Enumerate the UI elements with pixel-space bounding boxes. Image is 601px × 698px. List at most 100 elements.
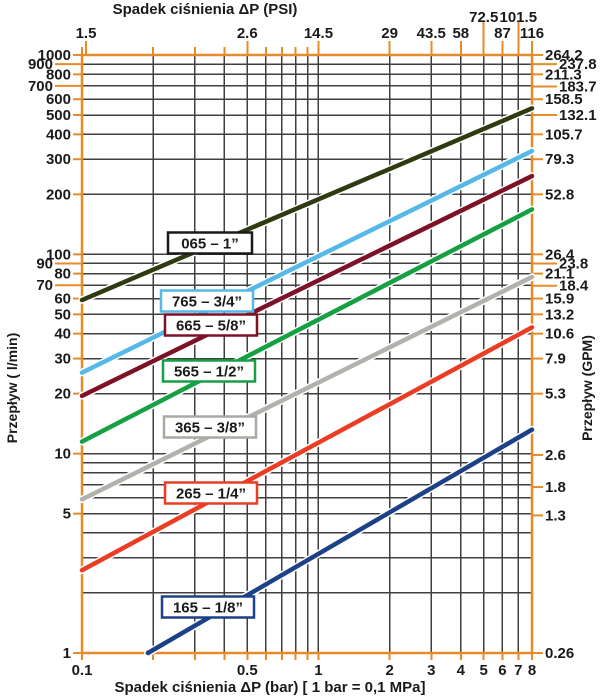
series-line-065-1in [79, 106, 535, 303]
series-line-365-3-8in [79, 274, 535, 502]
bottom-tick-label: 4 [457, 662, 466, 679]
right-tick-label: 132.1 [559, 107, 597, 124]
top-axis-title: Spadek ciśnienia ΔP (PSI) [112, 1, 298, 18]
series-label-text: 265 – 1/4” [176, 486, 246, 503]
series-label-text: 365 – 3/8” [175, 420, 245, 437]
series-label-frame [159, 289, 255, 313]
bottom-tick-label: 0.5 [237, 662, 258, 679]
right-tick-label: 10.6 [545, 326, 574, 343]
series-label-frame [161, 359, 257, 383]
series-label-text: 165 – 1/8” [173, 600, 243, 617]
right-tick-label: 52.8 [545, 186, 574, 203]
series-label-frame [163, 481, 259, 505]
series-label-box-365-3-8in: 365 – 3/8” [162, 415, 258, 439]
left-tick-label: 1000 [38, 47, 71, 64]
series-label-text: 065 – 1” [181, 236, 239, 253]
bottom-tick-label: 8 [528, 662, 536, 679]
left-tick-label: 80 [54, 266, 71, 283]
left-axis-title: Przepływ ( l/min) [4, 332, 20, 444]
series-label-box-565-1-2in: 565 – 1/2” [161, 359, 257, 383]
right-tick-label: 105.7 [545, 126, 583, 143]
left-tick-label: 20 [54, 386, 71, 403]
right-tick-label: 183.7 [559, 78, 597, 95]
right-tick-label: 21.1 [545, 266, 574, 283]
left-tick-label: 500 [46, 107, 71, 124]
right-tick-label: 15.9 [545, 291, 574, 308]
series-label-frame [166, 231, 254, 255]
plot-border [80, 53, 534, 655]
top-tick-label: 101.5 [500, 9, 538, 26]
bottom-tick-label: 3 [427, 662, 435, 679]
right-tick-label: 13.2 [545, 306, 574, 323]
right-tick-label: 1.8 [545, 479, 566, 496]
top-tick-label: 58 [452, 25, 469, 42]
left-tick-label: 100 [46, 246, 71, 263]
left-tick-label: 50 [54, 306, 71, 323]
series-label-text: 765 – 3/4” [172, 294, 242, 311]
left-tick-label: 70 [36, 277, 53, 294]
top-tick-label: 29 [381, 25, 398, 42]
series-label-box-065-1in: 065 – 1” [166, 231, 254, 255]
series-labels: 065 – 1” 765 – 3/4” 665 – 5/8” 565 – 1/2” 36… [159, 231, 259, 619]
right-tick-label: 1.3 [545, 507, 566, 524]
left-tick-label: 700 [28, 78, 53, 95]
right-tick-label: 0.26 [545, 645, 574, 662]
bottom-tick-label: 0.1 [72, 662, 93, 679]
series-lines [78, 104, 536, 657]
series-label-text: 665 – 5/8” [176, 318, 246, 335]
series-line-565-1-2in [79, 207, 535, 444]
right-tick-label: 158.5 [545, 91, 583, 108]
series-line-265-1-4in [79, 325, 535, 573]
left-tick-label: 5 [63, 506, 71, 523]
bottom-tick-label: 1 [314, 662, 322, 679]
bottom-tick-label: 5 [480, 662, 488, 679]
left-tick-label: 300 [46, 151, 71, 168]
right-tick-label: 5.3 [545, 386, 566, 403]
right-tick-label: 7.9 [545, 351, 566, 368]
series-label-frame [162, 415, 258, 439]
series-label-frame [160, 595, 256, 619]
right-tick-label: 79.3 [545, 151, 574, 168]
left-tick-label: 800 [46, 66, 71, 83]
left-tick-label: 600 [46, 91, 71, 108]
series-label-box-165-1-8in: 165 – 1/8” [160, 595, 256, 619]
bottom-axis-title: Spadek ciśnienia ΔP (bar) [ 1 bar = 0,1 … [114, 679, 426, 696]
left-tick-label: 200 [46, 186, 71, 203]
bottom-tick-label: 6 [498, 662, 506, 679]
bottom-axis-labels: 0.1 0.5 1 2 3 4 5 6 7 8 [72, 662, 537, 679]
left-tick-label: 30 [54, 351, 71, 368]
left-tick-label: 60 [54, 291, 71, 308]
top-tick-label: 2.6 [237, 25, 258, 42]
right-tick-label: 264.2 [545, 47, 583, 64]
series-label-frame [163, 313, 259, 337]
top-tick-label: 116 [520, 25, 544, 42]
series-label-box-665-5-8in: 665 – 5/8” [163, 313, 259, 337]
series-line-765-3-4in [79, 148, 535, 375]
top-tick-label: 14.5 [304, 25, 333, 42]
top-tick-label: 1.5 [76, 25, 97, 42]
right-axis-title: Przepływ (GPM) [579, 335, 595, 441]
top-tick-label: 43.5 [417, 25, 446, 42]
top-tick-label: 87 [494, 25, 511, 42]
left-tick-label: 90 [36, 255, 53, 272]
right-tick-label: 26.4 [545, 246, 575, 263]
left-tick-label: 900 [28, 56, 53, 73]
right-tick-label: 23.8 [559, 255, 588, 272]
bottom-tick-label: 7 [514, 662, 522, 679]
bottom-tick-label: 2 [385, 662, 393, 679]
top-tick-label: 72.5 [469, 9, 498, 26]
right-tick-label: 2.6 [545, 447, 566, 464]
right-tick-label: 237.8 [559, 56, 597, 73]
series-label-box-265-1-4in: 265 – 1/4” [163, 481, 259, 505]
right-tick-label: 211.3 [545, 66, 582, 83]
series-label-box-765-3-4in: 765 – 3/4” [159, 289, 255, 313]
series-line-665-5-8in [79, 173, 535, 399]
left-tick-label: 1 [63, 645, 71, 662]
series-label-text: 565 – 1/2” [174, 364, 244, 381]
right-tick-label: 18.4 [559, 278, 589, 295]
left-tick-label: 40 [54, 326, 71, 343]
